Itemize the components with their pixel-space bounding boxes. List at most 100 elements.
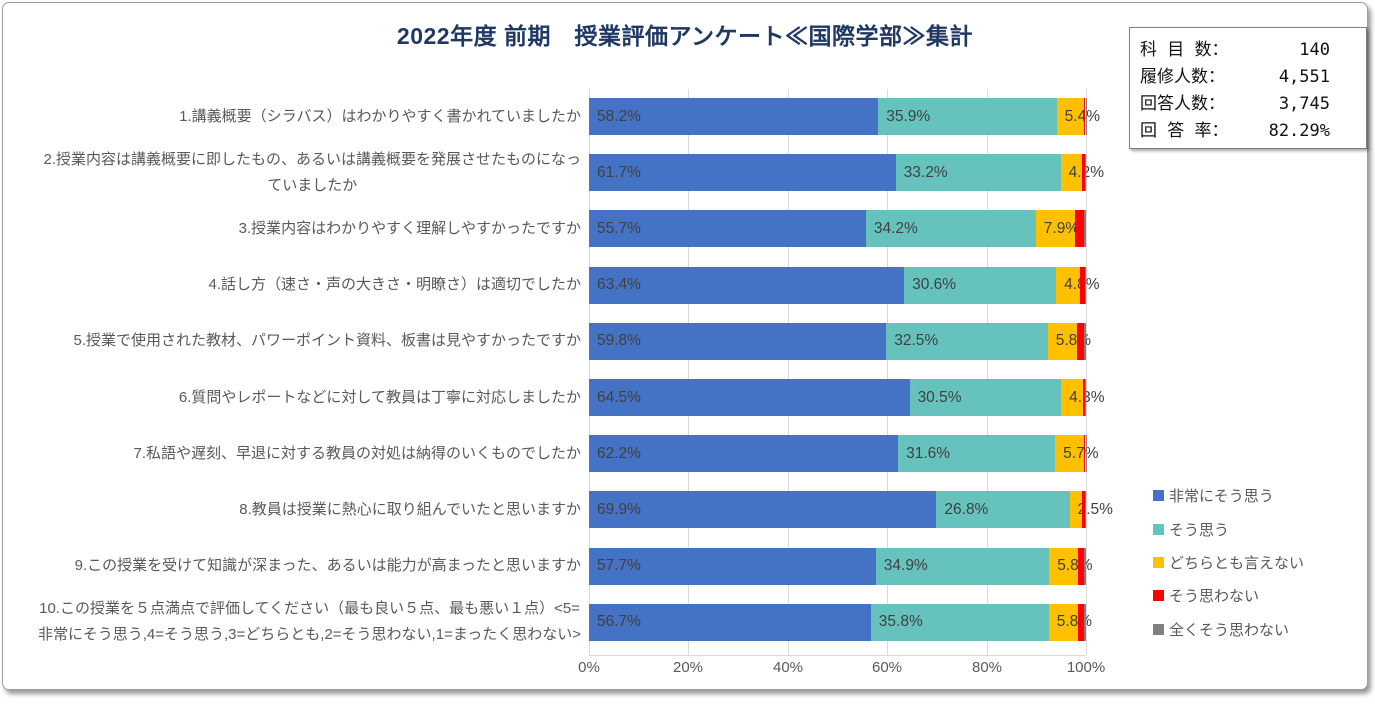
category-label: 5.授業で使用された教材、パワーポイント資料、板書は見やすかったですか <box>73 328 581 354</box>
data-label: 5.7% <box>1063 444 1099 462</box>
bar-segment-そう思わない <box>1077 603 1084 641</box>
bar-segment-全くそう思わない <box>1085 154 1086 192</box>
bar-row: 56.7% 35.8% 5.8% <box>589 603 1092 641</box>
category-label: 3.授業内容はわかりやすく理解しやすかったですか <box>239 216 581 242</box>
data-label: 34.9% <box>883 557 928 575</box>
gridline <box>887 89 888 655</box>
bar-segment-どちらとも言えない <box>1056 266 1081 304</box>
stats-value: 140 <box>1299 40 1330 60</box>
category-label-line: 6.質問やレポートなどに対して教員は丁寧に対応しましたか <box>178 388 581 406</box>
data-label: 5.4% <box>1064 107 1101 125</box>
data-label: 26.8% <box>944 500 989 518</box>
legend-label: そう思う <box>1169 521 1230 539</box>
data-label: 33.2% <box>903 163 948 181</box>
legend-label: そう思わない <box>1169 588 1260 606</box>
bar-segment-非常にそう思う <box>589 435 899 473</box>
data-label: 30.6% <box>912 276 957 294</box>
legend-label: 全くそう思わない <box>1169 621 1290 639</box>
bar-segment-そう思わない <box>1076 322 1084 360</box>
stats-label: 回答人数： <box>1140 94 1225 114</box>
legend-item: 非常にそう思う <box>1153 479 1304 512</box>
stats-label: 回 答 率： <box>1140 121 1229 141</box>
bar-segment-そう思わない <box>1080 266 1085 304</box>
category-label-line: 1.講義概要（シラバス）はわかりやすく書かれていましたか <box>179 107 581 125</box>
legend-label: どちらとも言えない <box>1169 554 1305 572</box>
data-label: 30.5% <box>917 388 962 406</box>
bar-segment-非常にそう思う <box>589 547 876 585</box>
data-label: 4.3% <box>1069 388 1105 406</box>
bar-segment-全くそう思わない <box>1083 322 1086 360</box>
category-label: 4.話し方（速さ・声の大きさ・明瞭さ）は適切でしたか <box>208 272 581 298</box>
gridline <box>688 89 689 655</box>
category-label: 1.講義概要（シラバス）はわかりやすく書かれていましたか <box>179 104 581 130</box>
data-label: 64.5% <box>597 388 641 406</box>
category-label-line: 9.この授業を受けて知識が深まった、あるいは能力が高まったと思いますか <box>74 557 581 575</box>
bar-segment-そう思わない <box>1083 435 1086 473</box>
data-label: 7.9% <box>1043 219 1080 237</box>
x-axis: 0% 20% 40% 60% 80% 100% <box>578 659 1105 681</box>
bar-segment-非常にそう思う <box>589 266 905 304</box>
bar-row: 64.5% 30.5% 4.3% <box>589 379 1104 416</box>
stats-value: 3,745 <box>1278 94 1330 114</box>
bar-segment-そう思わない <box>1082 491 1085 529</box>
data-label: 62.2% <box>597 444 641 462</box>
bar-segment-どちらとも言えない <box>1047 322 1077 360</box>
bar-segment-そう思う <box>895 154 1061 192</box>
bar-row: 61.7% 33.2% 4.2% <box>589 154 1104 192</box>
bar-segment-非常にそう思う <box>589 154 896 192</box>
bar-segment-全くそう思わない <box>1085 379 1086 416</box>
category-labels: 1.講義概要（シラバス）はわかりやすく書かれていましたか 2.授業内容は講義概要に… <box>25 89 581 655</box>
data-label: 34.2% <box>873 219 918 237</box>
data-label: 32.5% <box>894 332 939 350</box>
data-label: 35.8% <box>878 613 923 631</box>
data-label: 58.2% <box>597 107 641 125</box>
data-label: 57.7% <box>597 557 641 575</box>
bar-segment-どちらとも言えない <box>1061 379 1083 416</box>
bar-segment-非常にそう思う <box>589 379 910 416</box>
category-label-line: 4.話し方（速さ・声の大きさ・明瞭さ）は適切でしたか <box>208 276 581 294</box>
bar-segment-そう思わない <box>1083 98 1086 135</box>
bar-row: 59.8% 32.5% 5.8% <box>589 322 1091 360</box>
bar-segment-全くそう思わない <box>1083 210 1086 248</box>
data-label: 31.6% <box>906 444 951 462</box>
data-label: 5.8% <box>1057 557 1093 575</box>
data-label: 2.5% <box>1077 500 1113 518</box>
data-label: 55.7% <box>597 219 641 237</box>
legend-swatch <box>1153 590 1164 602</box>
category-label-line: ていましたか <box>267 176 358 194</box>
category-label-line: 8.教員は授業に熱心に取り組んでいたと思いますか <box>239 500 581 518</box>
data-label: 63.4% <box>597 276 641 294</box>
bar-segment-そう思う <box>878 98 1057 135</box>
bar-row: 69.9% 26.8% 2.5% <box>589 491 1113 529</box>
chart-frame: 2022年度 前期 授業評価アンケート≪国際学部≫集計 科 目 数： 140 履修人… <box>2 2 1368 690</box>
bar-segment-どちらとも言えない <box>1056 98 1084 135</box>
category-label: 2.授業内容は講義概要に即したもの、あるいは講義概要を発展させたものになっ ていま… <box>43 147 581 199</box>
tick-label: 20% <box>672 659 704 676</box>
bar-segment-非常にそう思う <box>589 491 937 529</box>
legend-swatch <box>1153 623 1164 635</box>
bar-segment-そう思わない <box>1081 154 1085 192</box>
bar-segment-どちらとも言えない <box>1035 210 1076 248</box>
tick-label: 80% <box>971 659 1003 676</box>
data-label: 4.2% <box>1068 163 1104 181</box>
bar-segment-どちらとも言えない <box>1055 435 1084 473</box>
bar-segment-全くそう思わない <box>1085 491 1086 529</box>
bar-row: 58.2% 35.9% 5.4% <box>589 98 1100 135</box>
bar-row: 62.2% 31.6% 5.7% <box>589 435 1099 473</box>
bar-segment-全くそう思わない <box>1084 547 1086 585</box>
category-label-line: 10.この授業を５点満点で評価してください（最も良い５点、最も悪い１点）<5= <box>39 600 580 618</box>
bar-segment-そう思わない <box>1075 210 1084 248</box>
data-label: 56.7% <box>597 613 641 631</box>
bar-segment-そう思わない <box>1078 547 1084 585</box>
bar-segment-全くそう思わない <box>1084 603 1086 641</box>
bar-segment-全くそう思わない <box>1085 266 1086 304</box>
gridline <box>788 89 789 655</box>
data-label: 61.7% <box>597 163 641 181</box>
bar-segment-そう思う <box>904 266 1057 304</box>
plot-area: 58.2% 35.9% 5.4% 61.7% 33.2% 4.2% 55.7% 34.2% 7.… <box>589 89 1113 656</box>
legend-item: そう思わない <box>1153 579 1304 612</box>
bar-segment-非常にそう思う <box>589 98 879 135</box>
bar-row: 57.7% 34.9% 5.8% <box>589 547 1093 585</box>
bar-segment-そう思う <box>886 322 1048 360</box>
legend-item: 全くそう思わない <box>1153 613 1304 646</box>
